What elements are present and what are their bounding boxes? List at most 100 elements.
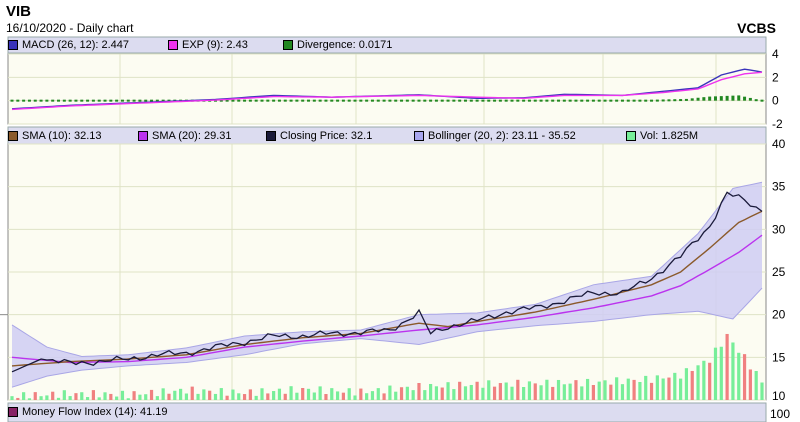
divergence-bar	[45, 99, 49, 102]
volume-bar	[97, 397, 101, 400]
volume-bar	[225, 395, 229, 400]
volume-bar	[719, 346, 723, 400]
divergence-bar	[336, 99, 340, 102]
divergence-bar	[597, 99, 601, 102]
volume-bar	[16, 397, 20, 400]
divergence-bar	[719, 96, 723, 101]
divergence-bar	[126, 99, 130, 102]
volume-bar	[126, 398, 130, 400]
macd-y-tick: 2	[772, 70, 779, 84]
divergence-bar	[638, 99, 642, 102]
volume-bar	[411, 390, 415, 400]
legend-divergence-swatch	[283, 40, 293, 50]
legend-mfi-label: Money Flow Index (14): 41.19	[22, 406, 168, 418]
legend-mfi: Money Flow Index (14): 41.19	[8, 406, 168, 418]
legend-macd-label: MACD (26, 12): 2.447	[22, 39, 129, 51]
volume-bar	[370, 391, 375, 400]
divergence-bar	[748, 97, 752, 101]
legend-macd-swatch	[8, 40, 18, 50]
volume-bar	[266, 393, 270, 400]
divergence-bar	[475, 99, 479, 102]
divergence-bar	[318, 99, 322, 102]
divergence-bar	[74, 99, 78, 102]
legend-bollinger-swatch	[414, 131, 424, 141]
divergence-bar	[248, 99, 252, 102]
legend-exp: EXP (9): 2.43	[168, 39, 248, 51]
volume-bar	[498, 383, 502, 400]
volume-bar	[144, 394, 148, 400]
divergence-bar	[312, 99, 316, 102]
divergence-bar	[452, 99, 456, 102]
volume-bar	[219, 388, 223, 400]
divergence-bar	[97, 99, 101, 102]
divergence-bar	[266, 99, 270, 102]
volume-bar	[649, 382, 654, 400]
volume-bar	[254, 395, 258, 400]
volume-bar	[295, 392, 299, 400]
divergence-bar	[231, 99, 235, 102]
divergence-bar	[155, 99, 159, 102]
volume-bar	[80, 392, 84, 400]
volume-bar	[632, 379, 636, 400]
volume-bar	[737, 352, 741, 400]
legend-volume-label: Vol: 1.825M	[640, 130, 699, 142]
divergence-bar	[667, 99, 671, 102]
volume-bar	[173, 390, 177, 400]
divergence-bar	[411, 99, 415, 102]
divergence-bar	[144, 99, 148, 102]
volume-bar	[690, 370, 694, 400]
divergence-bar	[307, 99, 311, 102]
volume-bar	[109, 393, 113, 400]
volume-bar	[68, 396, 72, 400]
divergence-bar	[434, 99, 438, 102]
price-y-tick: 30	[772, 222, 786, 236]
volume-bar	[341, 392, 345, 400]
divergence-bar	[27, 99, 31, 102]
divergence-bar	[382, 99, 386, 102]
volume-bar	[609, 384, 613, 400]
chart-date-label: 16/10/2020 - Daily chart	[6, 21, 134, 35]
legend-bollinger: Bollinger (20, 2): 23.11 - 35.52	[414, 130, 576, 142]
volume-bar	[533, 383, 537, 400]
legend-volume: Vol: 1.825M	[626, 130, 698, 142]
legend-sma10-swatch	[8, 131, 18, 141]
divergence-bar	[400, 99, 404, 102]
legend-exp-label: EXP (9): 2.43	[182, 39, 248, 51]
divergence-bar	[109, 99, 113, 102]
volume-bar	[399, 387, 404, 400]
divergence-bar	[620, 99, 624, 102]
divergence-bar	[655, 99, 659, 102]
volume-bar	[248, 389, 252, 400]
mfi-y-tick: 100	[770, 407, 790, 421]
volume-bar	[429, 383, 433, 400]
divergence-bar	[626, 99, 630, 102]
volume-bar	[655, 375, 659, 400]
divergence-bar	[138, 99, 142, 102]
legend-volume-swatch	[626, 131, 636, 141]
divergence-bar	[498, 99, 502, 102]
divergence-bar	[103, 99, 107, 102]
price-y-tick: 10	[772, 389, 786, 403]
divergence-bar	[551, 99, 555, 102]
divergence-bar	[51, 99, 55, 102]
divergence-bar	[696, 97, 700, 101]
divergence-bar	[754, 99, 758, 102]
volume-bar	[155, 396, 159, 400]
volume-bar	[202, 389, 206, 400]
volume-bar	[644, 375, 648, 400]
divergence-bar	[423, 99, 427, 102]
divergence-bar	[225, 99, 229, 102]
divergence-bar	[539, 99, 543, 102]
volume-bar	[208, 390, 212, 400]
divergence-bar	[487, 99, 491, 102]
divergence-bar	[283, 99, 287, 102]
divergence-bar	[609, 99, 613, 102]
volume-bar	[74, 393, 78, 400]
volume-bar	[568, 383, 572, 400]
volume-bar	[301, 388, 305, 400]
volume-bar	[742, 354, 747, 400]
volume-bar	[510, 386, 514, 400]
volume-bar	[556, 379, 561, 400]
divergence-bar	[365, 99, 369, 102]
divergence-bar	[91, 99, 95, 102]
